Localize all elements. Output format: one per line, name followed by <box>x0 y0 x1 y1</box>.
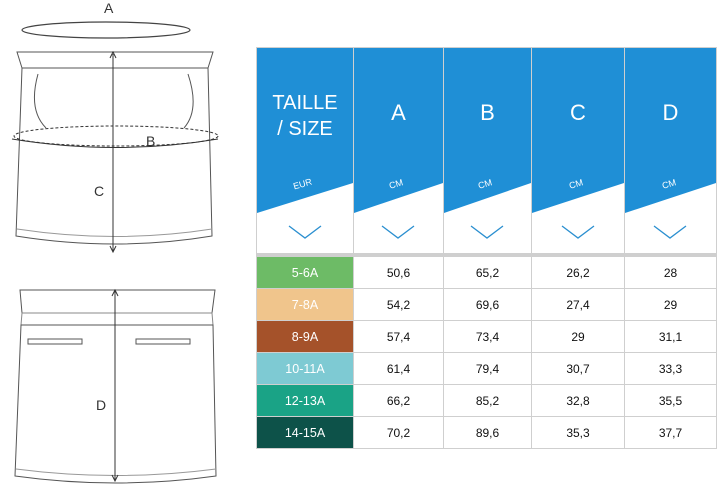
header-size: TAILLE / SIZE EUR <box>257 48 353 253</box>
value-cell-c: 27,4 <box>532 289 624 320</box>
size-cell: 5-6A <box>257 257 353 288</box>
size-cell: 12-13A <box>257 385 353 416</box>
label-a: A <box>104 0 114 16</box>
value-cell-d: 31,1 <box>625 321 716 352</box>
value-cell-a: 50,6 <box>354 257 443 288</box>
header-col-b-title: B <box>480 100 495 125</box>
value-cell-a: 61,4 <box>354 353 443 384</box>
value-cell-c: 32,8 <box>532 385 624 416</box>
value-cell-a: 70,2 <box>354 417 443 448</box>
value-cell-a: 57,4 <box>354 321 443 352</box>
value-cell-c: 35,3 <box>532 417 624 448</box>
header-col-c: C CM <box>532 48 624 253</box>
value-cell-c: 30,7 <box>532 353 624 384</box>
value-cell-d: 37,7 <box>625 417 716 448</box>
header-col-c-bg <box>532 48 624 239</box>
header-size-title-line2: / SIZE <box>277 118 333 140</box>
header-col-a-title: A <box>391 100 406 125</box>
header-col-d-bg <box>625 48 716 239</box>
header-col-a-bg <box>354 48 443 239</box>
size-cell: 14-15A <box>257 417 353 448</box>
value-cell-a: 54,2 <box>354 289 443 320</box>
value-cell-b: 65,2 <box>444 257 531 288</box>
value-cell-d: 28 <box>625 257 716 288</box>
header-col-d-title: D <box>662 100 679 125</box>
skirt-measurement-diagram: A B C D <box>11 0 219 484</box>
value-cell-b: 73,4 <box>444 321 531 352</box>
waist-ellipse-a: A <box>21 0 191 39</box>
header-size-bg <box>257 48 353 239</box>
size-chart-table: TAILLE / SIZE EUR A CM B CM C CM <box>256 47 717 449</box>
header-col-d: D CM <box>625 48 716 253</box>
size-cell: 8-9A <box>257 321 353 352</box>
value-cell-b: 79,4 <box>444 353 531 384</box>
label-d: D <box>96 397 106 413</box>
value-cell-d: 33,3 <box>625 353 716 384</box>
header-size-title: TAILLE / SIZE <box>257 90 353 142</box>
value-cell-a: 66,2 <box>354 385 443 416</box>
value-cell-d: 29 <box>625 289 716 320</box>
value-cell-b: 89,6 <box>444 417 531 448</box>
skirt-back <box>14 288 217 484</box>
label-b: B <box>146 133 155 149</box>
header-col-b: B CM <box>444 48 531 253</box>
value-cell-b: 85,2 <box>444 385 531 416</box>
label-c: C <box>94 183 104 199</box>
header-col-a: A CM <box>354 48 443 253</box>
value-cell-d: 35,5 <box>625 385 716 416</box>
value-cell-b: 69,6 <box>444 289 531 320</box>
header-col-c-title: C <box>570 100 586 125</box>
skirt-front <box>11 50 219 254</box>
size-cell: 10-11A <box>257 353 353 384</box>
value-cell-c: 29 <box>532 321 624 352</box>
size-cell: 7-8A <box>257 289 353 320</box>
header-col-b-bg <box>444 48 531 239</box>
header-size-title-line1: TAILLE <box>272 92 338 114</box>
value-cell-c: 26,2 <box>532 257 624 288</box>
